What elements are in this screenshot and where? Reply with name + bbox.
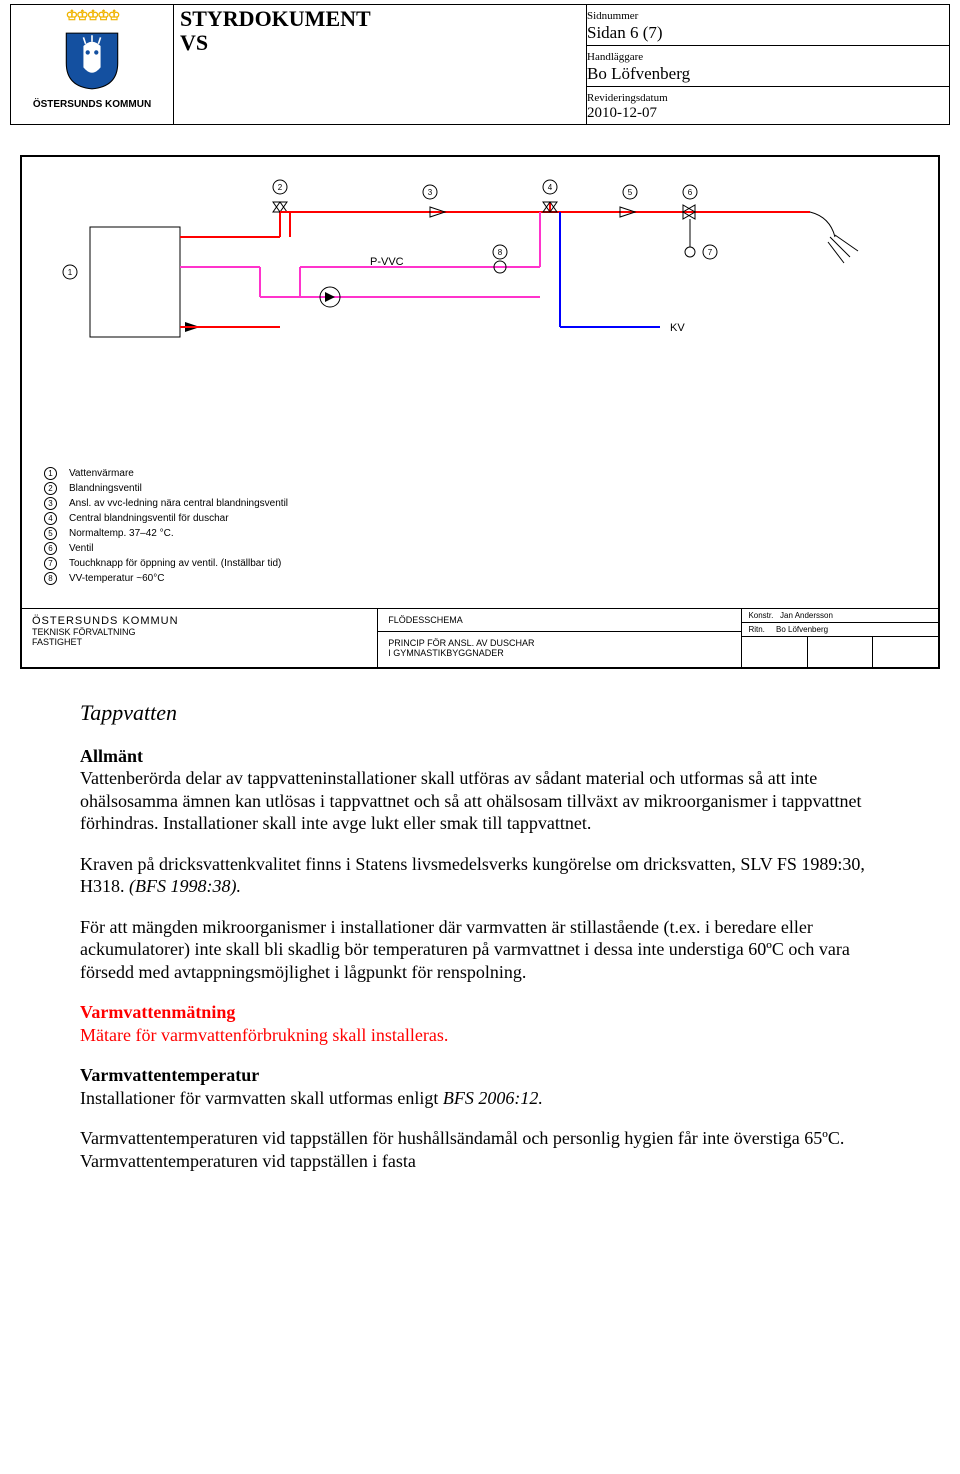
ritn-label: Ritn. xyxy=(748,625,764,634)
legend-text-4: Central blandningsventil för duschar xyxy=(63,511,294,526)
logo-cell: ♔♔♔♔♔ ÖSTERSUNDS KOMMUN xyxy=(11,5,174,125)
tb-org: ÖSTERSUNDS KOMMUN xyxy=(32,615,367,627)
crown-icon: ♔♔♔♔♔ xyxy=(17,7,167,24)
tb-mid-top: FLÖDESSCHEMA xyxy=(378,609,741,632)
legend-num-2: 2 xyxy=(44,482,57,495)
page-label: Sidnummer xyxy=(587,10,638,22)
para-vvmat: Mätare för varmvattenförbrukning skall i… xyxy=(80,1024,880,1047)
svg-text:2: 2 xyxy=(278,183,283,192)
tb-dept1: TEKNISK FÖRVALTNING xyxy=(32,627,367,637)
tb-mid-bot2: I GYMNASTIKBYGGNADER xyxy=(388,648,504,658)
svg-text:3: 3 xyxy=(428,188,433,197)
legend-num-5: 5 xyxy=(44,527,57,540)
legend-num-4: 4 xyxy=(44,512,57,525)
ritn-val: Bo Löfvenberg xyxy=(776,625,828,634)
subhead-vvmat: Varmvattenmätning xyxy=(80,1001,880,1024)
para-2: Kraven på dricksvattenkvalitet finns i S… xyxy=(80,853,880,898)
titleblock: ÖSTERSUNDS KOMMUN TEKNISK FÖRVALTNING FA… xyxy=(22,608,938,667)
subhead-vvtemp: Varmvattentemperatur xyxy=(80,1064,880,1087)
legend-num-6: 6 xyxy=(44,542,57,555)
legend-text-5: Normaltemp. 37–42 °C. xyxy=(63,526,294,541)
svg-text:5: 5 xyxy=(628,188,633,197)
shield-icon xyxy=(62,26,122,96)
legend-num-8: 8 xyxy=(44,572,57,585)
para-vvtemp1: Installationer för varmvatten skall utfo… xyxy=(80,1087,880,1110)
page-value: Sidan 6 (7) xyxy=(587,23,663,42)
konstr-label: Konstr. xyxy=(748,611,773,620)
revdate-label: Revideringsdatum xyxy=(587,92,668,104)
legend-num-1: 1 xyxy=(44,467,57,480)
svg-text:4: 4 xyxy=(548,183,553,192)
org-name: ÖSTERSUNDS KOMMUN xyxy=(17,99,167,110)
para-1: Vattenberörda delar av tappvatteninstall… xyxy=(80,767,880,835)
legend-num-3: 3 xyxy=(44,497,57,510)
document-header: ♔♔♔♔♔ ÖSTERSUNDS KOMMUN STYRDOKUMENT VS … xyxy=(10,4,950,125)
svg-text:1: 1 xyxy=(68,268,73,277)
doc-title-2: VS xyxy=(180,31,580,55)
para-3: För att mängden mikroorganismer i instal… xyxy=(80,916,880,984)
legend-text-1: Vattenvärmare xyxy=(63,466,294,481)
legend-text-8: VV-temperatur ~60°C xyxy=(63,571,294,586)
flow-diagram: 1 2 3 4 5 6 7 xyxy=(20,155,940,669)
konstr-val: Jan Andersson xyxy=(780,611,833,620)
diagram-svg: 1 2 3 4 5 6 7 xyxy=(22,157,938,457)
legend-text-7: Touchknapp för öppning av ventil. (Instä… xyxy=(63,556,294,571)
handler-label: Handläggare xyxy=(587,51,643,63)
subhead-allmant: Allmänt xyxy=(80,745,880,768)
tb-dept2: FASTIGHET xyxy=(32,637,367,647)
doc-title-1: STYRDOKUMENT xyxy=(180,7,580,31)
tb-mid-bot1: PRINCIP FÖR ANSL. AV DUSCHAR xyxy=(388,638,534,648)
revdate-value: 2010-12-07 xyxy=(587,105,657,121)
legend-text-6: Ventil xyxy=(63,541,294,556)
label-kv: KV xyxy=(670,322,685,334)
svg-text:6: 6 xyxy=(688,188,693,197)
para-vvtemp2: Varmvattentemperaturen vid tappställen f… xyxy=(80,1127,880,1172)
legend-text-2: Blandningsventil xyxy=(63,481,294,496)
body-text: Tappvatten Allmänt Vattenberörda delar a… xyxy=(80,699,880,1172)
svg-text:7: 7 xyxy=(708,248,713,257)
legend-text-3: Ansl. av vvc-ledning nära central blandn… xyxy=(63,496,294,511)
section-heading: Tappvatten xyxy=(80,699,880,727)
handler-value: Bo Löfvenberg xyxy=(587,64,690,83)
meta-cell: Sidnummer Sidan 6 (7) Handläggare Bo Löf… xyxy=(587,5,950,125)
svg-text:8: 8 xyxy=(498,248,503,257)
label-pvvc: P-VVC xyxy=(370,256,404,268)
diagram-legend: 1 Vattenvärmare 2 Blandningsventil 3 Ansl. … xyxy=(38,466,294,586)
title-cell: STYRDOKUMENT VS xyxy=(174,5,587,125)
legend-num-7: 7 xyxy=(44,557,57,570)
